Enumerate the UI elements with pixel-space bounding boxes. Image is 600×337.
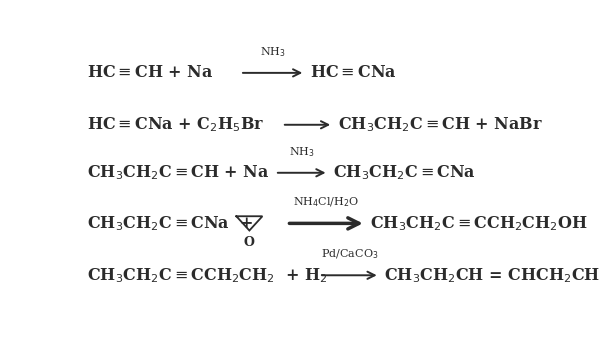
Text: CH$_3$CH$_2$C$\equiv$CH + NaBr: CH$_3$CH$_2$C$\equiv$CH + NaBr (338, 116, 543, 134)
Text: CH$_3$CH$_2$CH = CHCH$_2$CH$_2$OH: CH$_3$CH$_2$CH = CHCH$_2$CH$_2$OH (384, 266, 600, 285)
Text: O: O (244, 236, 255, 249)
Text: CH$_3$CH$_2$C$\equiv$CH + Na: CH$_3$CH$_2$C$\equiv$CH + Na (86, 163, 269, 182)
Text: NH$_4$Cl/H$_2$O: NH$_4$Cl/H$_2$O (293, 195, 359, 209)
Text: CH$_3$CH$_2$C$\equiv$CNa  +: CH$_3$CH$_2$C$\equiv$CNa + (86, 214, 253, 233)
Text: HC$\equiv$CH + Na: HC$\equiv$CH + Na (86, 64, 213, 81)
Text: CH$_3$CH$_2$C$\equiv$CCH$_2$CH$_2$OH: CH$_3$CH$_2$C$\equiv$CCH$_2$CH$_2$OH (370, 214, 588, 233)
Text: HC$\equiv$CNa + C$_2$H$_5$Br: HC$\equiv$CNa + C$_2$H$_5$Br (86, 116, 264, 134)
Text: NH$_3$: NH$_3$ (260, 45, 286, 59)
Text: Pd/CaCO$_3$: Pd/CaCO$_3$ (320, 247, 378, 261)
Text: NH$_3$: NH$_3$ (289, 145, 314, 158)
Text: CH$_3$CH$_2$C$\equiv$CCH$_2$CH$_2$  + H$_2$: CH$_3$CH$_2$C$\equiv$CCH$_2$CH$_2$ + H$_… (86, 266, 328, 285)
Text: HC$\equiv$CNa: HC$\equiv$CNa (310, 64, 397, 81)
Text: CH$_3$CH$_2$C$\equiv$CNa: CH$_3$CH$_2$C$\equiv$CNa (333, 163, 476, 182)
